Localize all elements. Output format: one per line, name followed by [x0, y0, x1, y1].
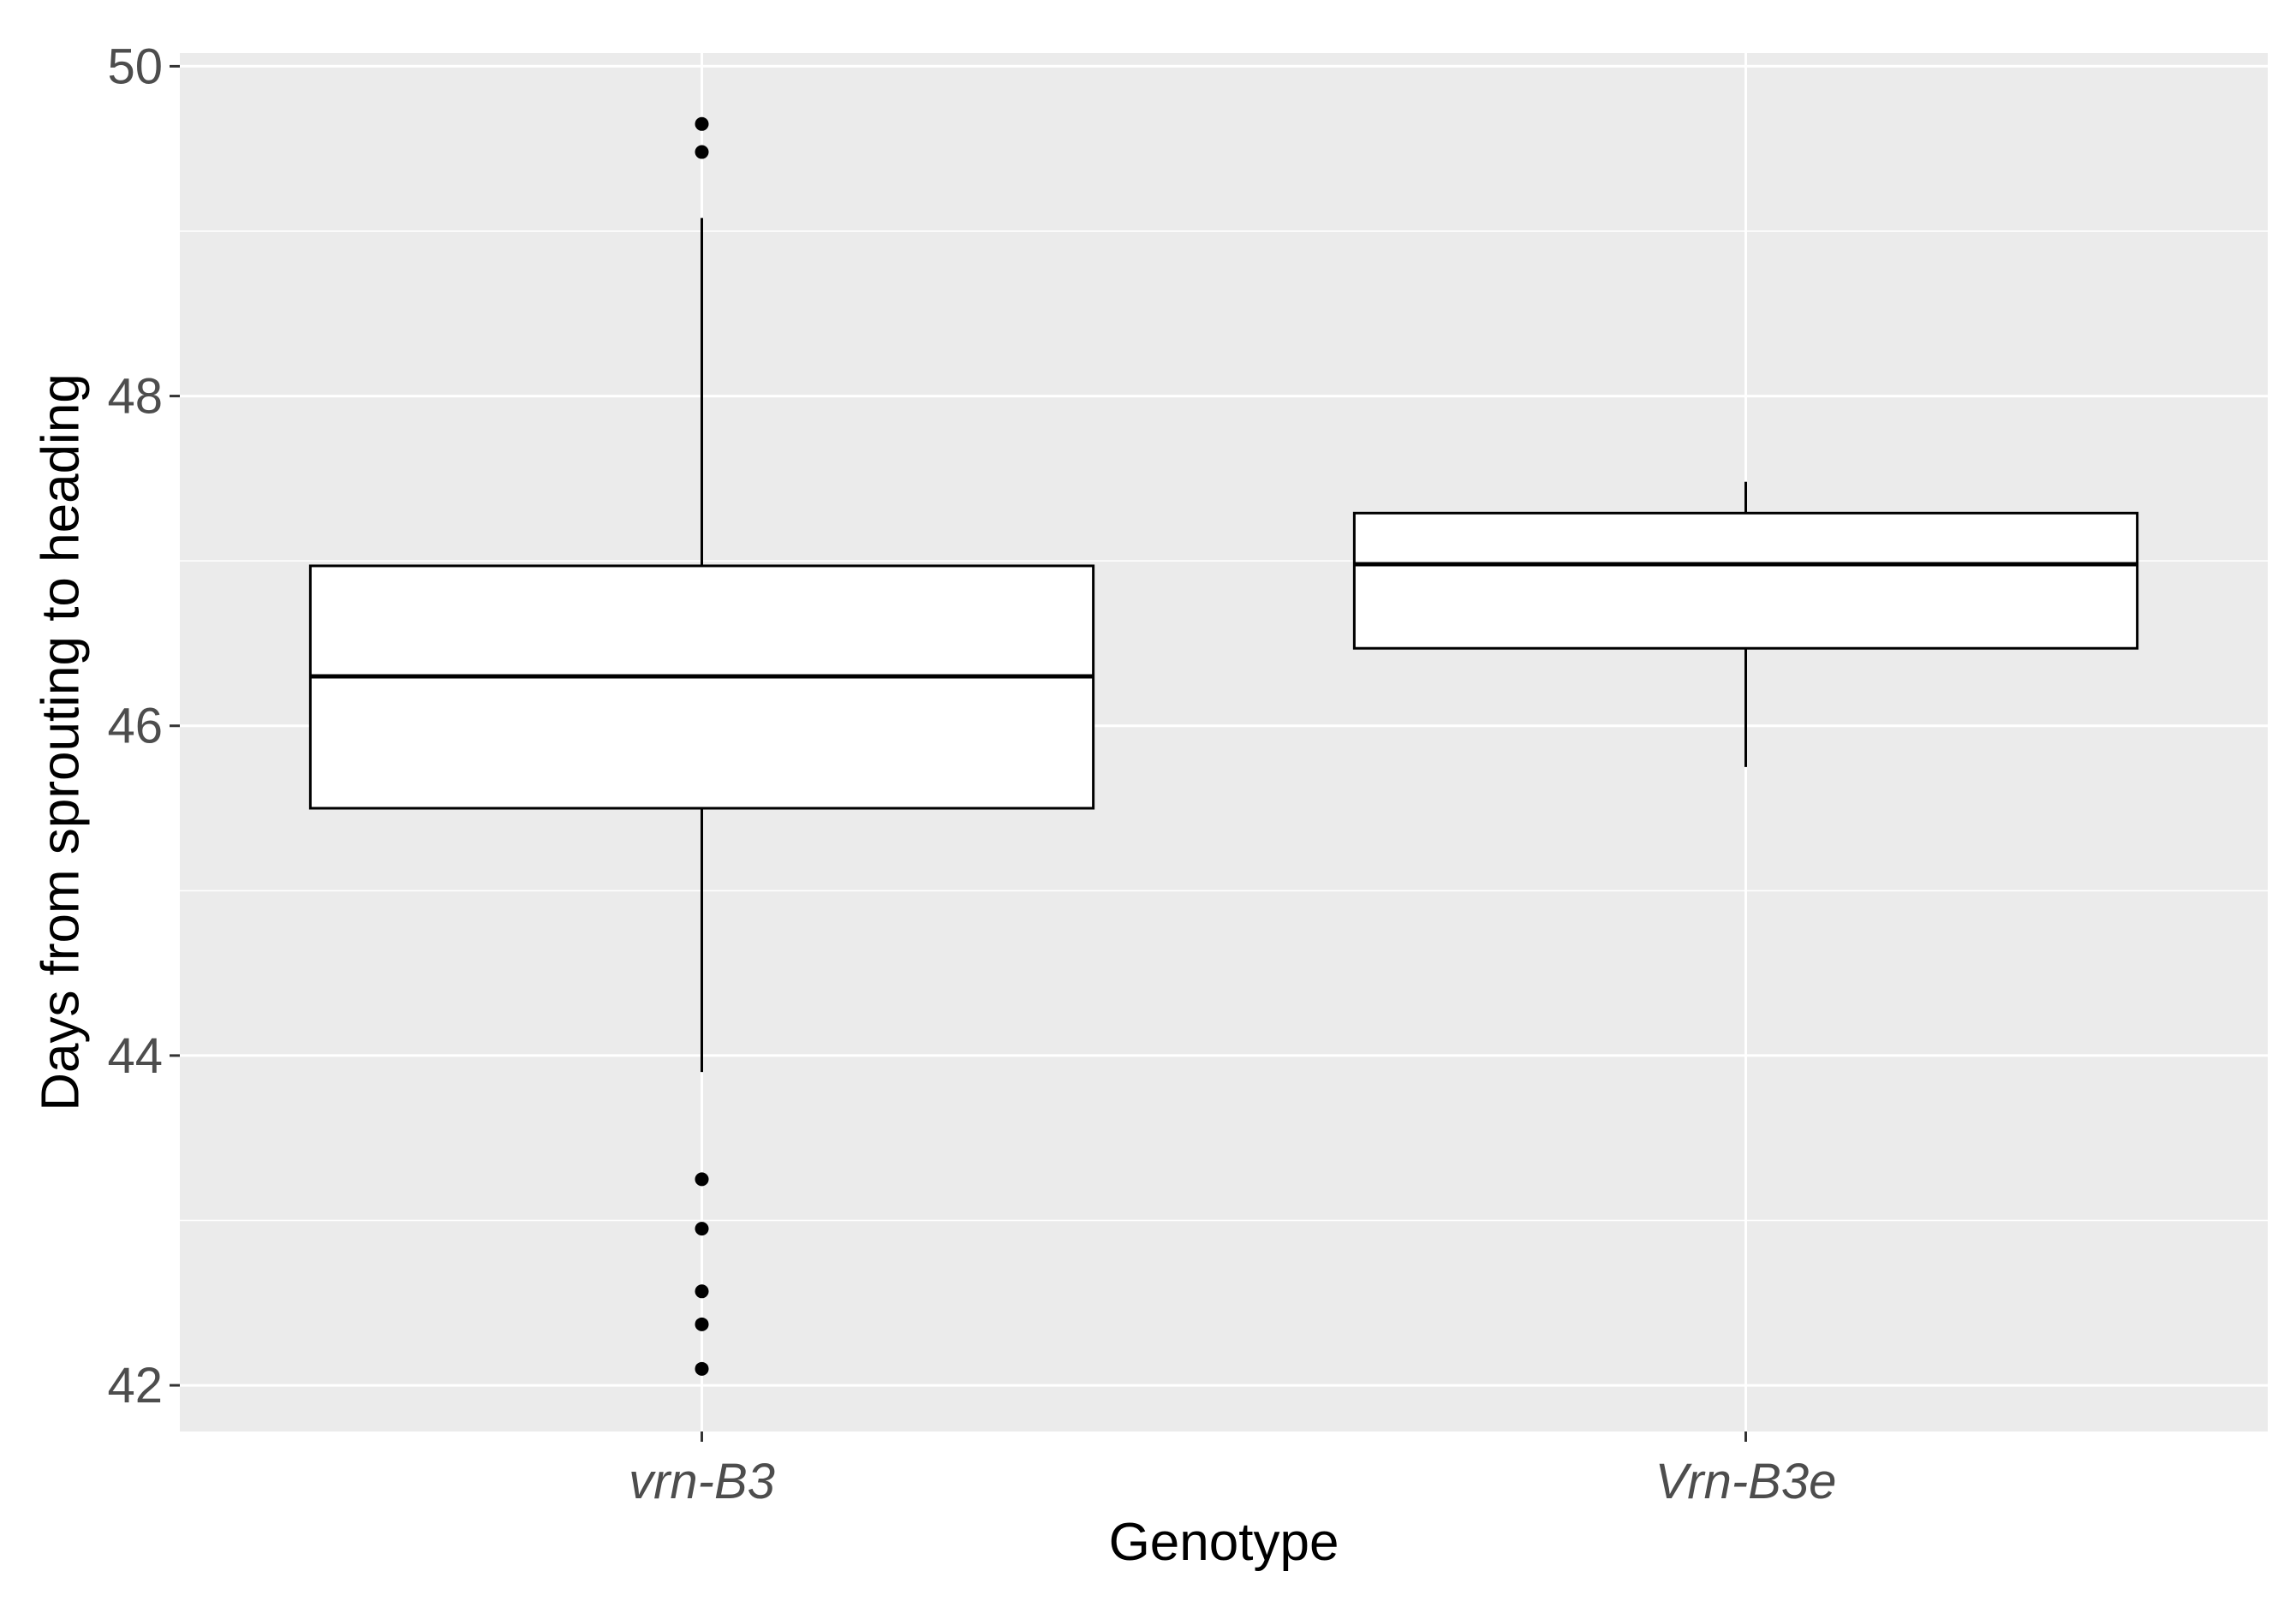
y-tick-label: 46 [107, 699, 163, 754]
x-tick-label: Vrn-B3e [1655, 1454, 1837, 1509]
boxes [308, 116, 2139, 1376]
outlier-point [695, 1284, 709, 1299]
y-axis-ticks: 42 44 46 48 50 [107, 39, 180, 1414]
x-axis-ticks: vrn-B3 Vrn-B3e [629, 1431, 1836, 1509]
outlier-point [695, 116, 709, 131]
y-tick-label: 44 [107, 1028, 163, 1084]
x-tick-label: vrn-B3 [629, 1454, 775, 1509]
iqr-box [1352, 511, 2139, 650]
y-tick-label: 48 [107, 369, 163, 425]
y-axis-title: Days from sprouting to heading [32, 373, 91, 1111]
y-tick-label: 50 [107, 39, 163, 94]
outlier-point [695, 1361, 709, 1376]
outlier-point [695, 145, 709, 159]
iqr-box [308, 564, 1095, 810]
box-vrn-B3 [308, 116, 1095, 1376]
outlier-point [695, 1172, 709, 1187]
outlier-point [695, 1317, 709, 1331]
x-axis-title: Genotype [1109, 1513, 1339, 1572]
outlier-point [695, 1222, 709, 1236]
box-Vrn-B3e [1352, 481, 2139, 767]
y-tick-label: 42 [107, 1358, 163, 1414]
